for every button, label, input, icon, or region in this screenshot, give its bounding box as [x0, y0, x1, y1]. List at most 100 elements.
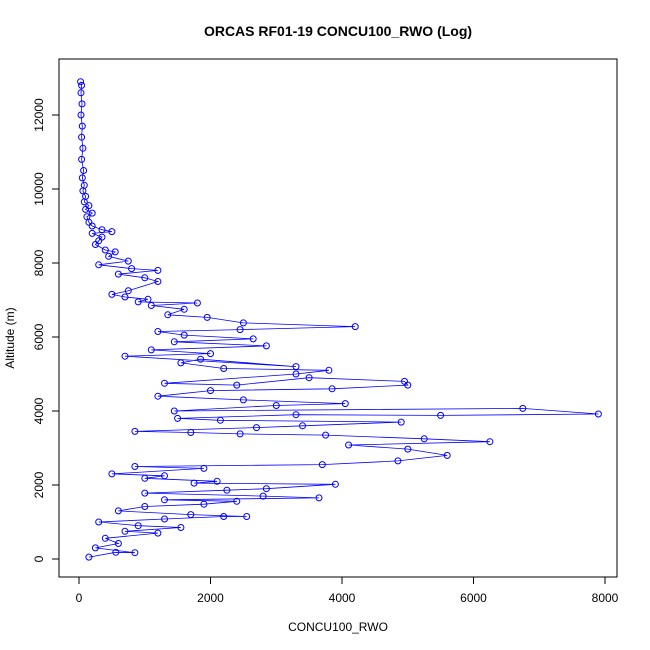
data-point [239, 319, 247, 327]
data-point [141, 474, 149, 482]
data-point [78, 81, 86, 89]
data-point [78, 133, 86, 141]
data-point [292, 363, 300, 371]
data-point [80, 181, 88, 189]
data-point [161, 496, 168, 504]
data-point [239, 396, 247, 404]
data-point [322, 431, 330, 439]
data-point [161, 515, 168, 523]
data-point [131, 463, 139, 470]
data-point [443, 451, 451, 459]
data-point [91, 544, 99, 552]
data-point [594, 410, 602, 418]
data-point [174, 414, 182, 422]
x-axis: 0 2000 4000 6000 8000 [76, 576, 619, 605]
data-point [404, 445, 412, 453]
data-point [101, 534, 109, 542]
data-point [420, 435, 428, 443]
data-point [134, 522, 142, 530]
data-point [187, 429, 195, 436]
data-point [299, 422, 306, 430]
data-point [305, 374, 313, 382]
data-point [154, 266, 162, 274]
data-point [345, 441, 353, 449]
data-point [95, 518, 103, 526]
data-point [154, 529, 162, 537]
data-point [147, 302, 155, 309]
data-point [121, 293, 129, 301]
data-point [233, 497, 241, 505]
data-point [147, 346, 155, 354]
data-point [193, 299, 201, 307]
data-point [292, 370, 300, 378]
data-point [292, 411, 300, 419]
data-point [341, 400, 349, 408]
data-point [262, 342, 270, 350]
data-point [170, 407, 178, 415]
data-point [78, 174, 86, 182]
data-point [272, 402, 280, 409]
data-point [213, 477, 221, 485]
data-point [161, 379, 168, 387]
data-point [180, 305, 188, 313]
data-point [325, 366, 333, 374]
y-tick-label: 10000 [32, 172, 46, 206]
data-point [233, 381, 241, 389]
data-point [114, 540, 122, 547]
data-point [144, 295, 152, 303]
data-point [154, 328, 162, 335]
data-point [190, 479, 198, 487]
data-point [262, 485, 270, 493]
data-point [164, 311, 172, 319]
x-tick-label: 6000 [460, 591, 487, 605]
data-point [124, 287, 132, 295]
x-tick-label: 0 [76, 591, 83, 605]
data-point [108, 290, 116, 298]
data-point [128, 265, 136, 273]
data-point [180, 331, 188, 339]
data-point [114, 507, 122, 515]
data-point [83, 213, 91, 221]
data-point [200, 464, 208, 472]
data-point [200, 500, 208, 508]
data-point [187, 511, 195, 519]
data-point [124, 257, 132, 265]
data-point [253, 424, 260, 432]
data-point [318, 461, 326, 469]
data-point [203, 313, 211, 321]
data-point [79, 144, 87, 152]
data-point [95, 261, 103, 269]
x-tick-label: 4000 [329, 591, 356, 605]
data-point [170, 338, 178, 346]
data-point [220, 365, 228, 372]
data-point [437, 411, 445, 419]
data-point [154, 278, 162, 285]
data-point [80, 167, 88, 174]
data-point [154, 392, 162, 400]
data-point [141, 503, 149, 510]
data-point [249, 335, 257, 343]
data-point [105, 252, 113, 260]
data-point [114, 270, 122, 278]
data-point [161, 472, 168, 480]
data-point [177, 524, 185, 531]
data-point [220, 513, 228, 520]
data-point [78, 122, 86, 130]
data-point [351, 323, 359, 331]
data-point [236, 430, 244, 438]
data-point [98, 226, 106, 234]
data-point [78, 155, 86, 163]
data-point [121, 352, 129, 360]
y-tick-label: 8000 [32, 249, 46, 276]
data-point [141, 489, 149, 497]
data-point [236, 326, 244, 334]
data-point [486, 438, 494, 446]
data-point [207, 387, 214, 395]
chart-title: ORCAS RF01-19 CONCU100_RWO (Log) [204, 23, 472, 39]
y-tick-label: 2000 [32, 471, 46, 498]
data-point [216, 416, 224, 424]
y-tick-label: 4000 [32, 397, 46, 424]
data-point [328, 385, 336, 393]
